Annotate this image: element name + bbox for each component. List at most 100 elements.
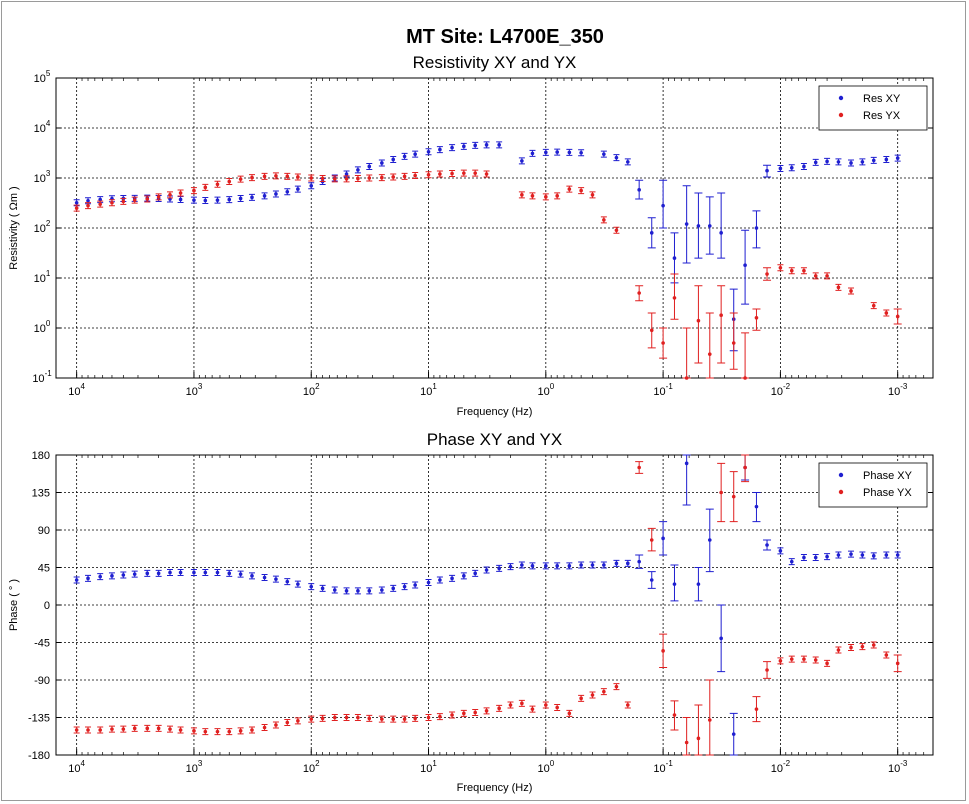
data-point [473, 710, 478, 715]
error-bar [752, 308, 761, 331]
data-point [121, 573, 126, 577]
data-point [402, 174, 407, 179]
data-point [555, 194, 559, 198]
data-point [530, 194, 535, 198]
data-point [250, 195, 254, 200]
data-point [285, 189, 290, 194]
x-tick-label: 10-3 [888, 759, 908, 775]
data-point [860, 160, 865, 164]
legend-marker [838, 489, 844, 495]
data-point [544, 150, 548, 155]
data-point [860, 553, 865, 557]
data-point [778, 166, 783, 171]
data-point [696, 582, 701, 586]
legend-box [818, 462, 928, 508]
data-point [462, 144, 466, 149]
data-point [285, 174, 290, 179]
data-point [402, 717, 407, 721]
y-tick-label: 103 [34, 169, 51, 185]
data-point [462, 711, 466, 716]
data-point [274, 174, 278, 178]
data-point [367, 164, 372, 169]
data-point [765, 272, 769, 276]
data-point [567, 564, 572, 568]
data-point [520, 701, 524, 706]
data-point [227, 571, 232, 576]
data-point [520, 193, 524, 197]
data-point [602, 689, 606, 694]
data-point [356, 715, 360, 720]
data-point [530, 707, 535, 711]
data-point [802, 268, 806, 273]
data-point [438, 147, 442, 152]
data-point [132, 198, 137, 202]
data-point [765, 668, 769, 672]
data-point [203, 570, 208, 575]
data-point [178, 570, 183, 575]
data-point [661, 203, 665, 208]
data-point [825, 661, 829, 666]
data-point [637, 291, 641, 295]
data-point [238, 729, 243, 733]
x-minor-ticks-0 [81, 78, 934, 378]
data-point [884, 653, 889, 657]
data-point [719, 636, 723, 641]
data-point [156, 726, 161, 731]
data-point [602, 218, 606, 222]
data-point [707, 538, 712, 542]
data-point [438, 714, 442, 719]
data-point [227, 197, 232, 202]
data-point [544, 703, 548, 707]
data-point [391, 157, 396, 162]
data-point [344, 177, 349, 181]
data-point [696, 224, 701, 228]
data-point [555, 150, 559, 154]
data-point [707, 224, 712, 228]
data-point [367, 716, 372, 721]
y-tick-label: -180 [28, 750, 50, 762]
data-point [849, 161, 853, 165]
data-point [672, 713, 677, 717]
data-point [132, 572, 137, 576]
data-point [778, 265, 783, 270]
data-point [754, 226, 759, 230]
y-tick-label: 102 [34, 219, 51, 235]
data-point [98, 202, 102, 206]
data-point [156, 195, 161, 199]
data-point [895, 553, 900, 557]
data-point [110, 200, 114, 205]
data-point [110, 727, 114, 731]
data-point [367, 589, 372, 593]
data-point [309, 584, 314, 589]
data-point [778, 549, 783, 553]
data-point [145, 571, 150, 576]
data-point [765, 168, 769, 173]
data-point [590, 563, 595, 567]
data-point [145, 197, 150, 201]
data-point [320, 586, 325, 591]
x-tick-label: 100 [537, 759, 554, 775]
data-point [637, 188, 641, 192]
data-point [497, 706, 501, 711]
data-point [391, 175, 396, 179]
data-point [684, 376, 689, 380]
data-point [602, 563, 606, 567]
x-tick-label: 104 [68, 382, 85, 398]
data-point [192, 188, 196, 193]
data-point [626, 160, 630, 164]
data-point [884, 553, 889, 557]
data-point [203, 198, 208, 203]
data-point [684, 740, 689, 745]
data-point [192, 570, 196, 575]
data-point [614, 684, 619, 689]
data-point [380, 175, 384, 180]
legend-marker [838, 95, 844, 101]
data-point [74, 206, 79, 210]
chart-1: 104 103 102 101 100 10-1 10-2 10-3 -180 -135 -90 -4… [8, 430, 934, 794]
data-point [473, 143, 478, 148]
series-phase-yx [73, 454, 902, 756]
data-point [413, 583, 417, 587]
data-point [356, 589, 360, 593]
data-point [731, 494, 736, 499]
x-axis-label: Frequency (Hz) [457, 406, 533, 418]
